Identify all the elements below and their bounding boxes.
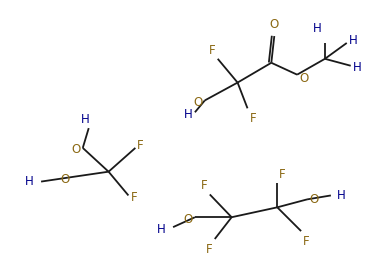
Text: F: F	[209, 44, 216, 57]
Text: F: F	[250, 112, 256, 125]
Text: F: F	[279, 168, 286, 181]
Text: H: H	[81, 113, 89, 126]
Text: F: F	[130, 191, 137, 204]
Text: H: H	[25, 175, 33, 188]
Text: H: H	[184, 108, 193, 121]
Text: O: O	[61, 173, 70, 186]
Text: O: O	[299, 72, 309, 85]
Text: F: F	[137, 139, 144, 152]
Text: H: H	[156, 223, 165, 235]
Text: O: O	[71, 143, 81, 157]
Text: H: H	[349, 34, 358, 48]
Text: O: O	[194, 96, 203, 109]
Text: O: O	[270, 18, 279, 31]
Text: O: O	[309, 193, 318, 206]
Text: H: H	[353, 61, 362, 74]
Text: O: O	[184, 213, 193, 226]
Text: F: F	[303, 235, 310, 248]
Text: H: H	[313, 22, 321, 35]
Text: F: F	[206, 243, 213, 256]
Text: F: F	[201, 179, 208, 192]
Text: H: H	[337, 189, 346, 202]
